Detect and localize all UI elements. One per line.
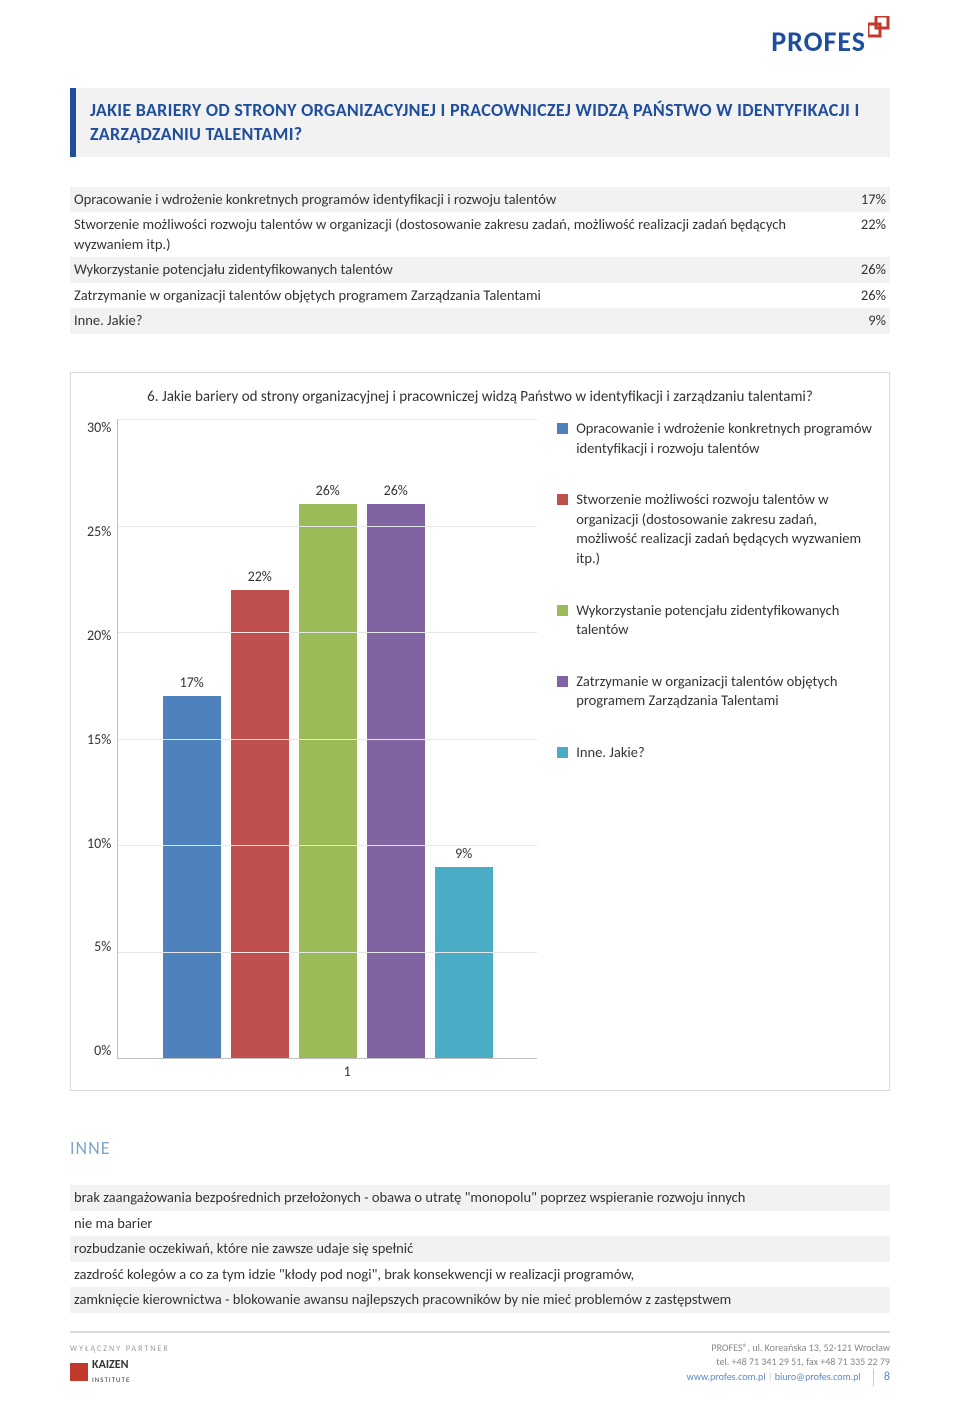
bar-label: 17% [180,674,204,691]
table-cell-label: Wykorzystanie potencjału zidentyfikowany… [70,257,830,283]
section-heading: JAKIE BARIERY OD STRONY ORGANIZACYJNEJ I… [70,88,890,157]
chart-title: 6. Jakie bariery od strony organizacyjne… [127,387,833,407]
bar-label: 26% [384,482,408,499]
legend-swatch [557,747,568,758]
table-row: nie ma barier [70,1211,890,1237]
legend-label: Inne. Jakie? [576,743,644,763]
table-row: rozbudzanie oczekiwań, które nie zawsze … [70,1236,890,1262]
table-cell-value: 9% [830,308,890,334]
table-cell: brak zaangażowania bezpośrednich przełoż… [70,1185,890,1211]
kaizen-sub: INSTITUTE [92,1375,130,1384]
heading-text: JAKIE BARIERY OD STRONY ORGANIZACYJNEJ I… [90,98,876,147]
bar: 17% [163,696,221,1058]
y-tick: 25% [87,523,111,540]
table-row: zamknięcie kierownictwa - blokowanie awa… [70,1287,890,1313]
legend-label: Zatrzymanie w organizacji talentów objęt… [576,672,873,711]
gridline [118,419,537,420]
page-number: 8 [873,1369,890,1386]
y-tick: 20% [87,627,111,644]
footer-address-2: tel. +48 71 341 29 51, fax +48 71 335 22… [687,1355,890,1369]
bar-chart: 6. Jakie bariery od strony organizacyjne… [70,372,890,1091]
table-cell-value: 26% [830,257,890,283]
table-cell-value: 17% [830,187,890,213]
table-cell: zazdrość kolegów a co za tym idzie "kłod… [70,1262,890,1288]
gridline [118,952,537,953]
bar: 26% [299,504,357,1058]
kaizen-mark [70,1363,88,1381]
table-cell-label: Inne. Jakie? [70,308,830,334]
table-row: brak zaangażowania bezpośrednich przełoż… [70,1185,890,1211]
inne-heading: INNE [70,1137,890,1159]
brand-logo: PROFES [771,24,890,59]
table-cell: nie ma barier [70,1211,890,1237]
page-footer: WYŁĄCZNY PARTNER KAIZEN INSTITUTE PROFES… [70,1331,890,1386]
partner-label: WYŁĄCZNY PARTNER [70,1344,170,1354]
bar-label: 9% [455,845,472,862]
footer-link-web[interactable]: www.profes.com.pl [687,1370,766,1383]
legend-label: Stworzenie możliwości rozwoju talentów w… [576,490,873,568]
legend-swatch [557,605,568,616]
legend-item: Opracowanie i wdrożenie konkretnych prog… [557,419,873,458]
summary-table: Opracowanie i wdrożenie konkretnych prog… [70,187,890,334]
gridline [118,845,537,846]
table-row: Stworzenie możliwości rozwoju talentów w… [70,212,890,257]
x-category: 1 [157,1063,537,1080]
y-tick: 5% [87,938,111,955]
legend-swatch [557,423,568,434]
legend-item: Inne. Jakie? [557,743,873,763]
legend-item: Wykorzystanie potencjału zidentyfikowany… [557,601,873,640]
legend-item: Stworzenie możliwości rozwoju talentów w… [557,490,873,568]
brand-text: PROFES [771,24,866,59]
bar: 22% [231,590,289,1059]
table-cell-value: 26% [830,283,890,309]
bar-label: 22% [248,568,272,585]
legend-item: Zatrzymanie w organizacji talentów objęt… [557,672,873,711]
kaizen-logo: KAIZEN INSTITUTE [70,1358,170,1386]
y-tick: 15% [87,731,111,748]
table-cell-label: Stworzenie możliwości rozwoju talentów w… [70,212,830,257]
y-tick: 10% [87,835,111,852]
table-row: Wykorzystanie potencjału zidentyfikowany… [70,257,890,283]
kaizen-text: KAIZEN [92,1358,129,1372]
table-cell: zamknięcie kierownictwa - blokowanie awa… [70,1287,890,1313]
legend-swatch [557,494,568,505]
legend-swatch [557,676,568,687]
plot-area: 17%22%26%26%9% [117,419,537,1059]
table-cell-value: 22% [830,212,890,257]
table-row: Inne. Jakie?9% [70,308,890,334]
bar: 26% [367,504,425,1058]
y-tick: 0% [87,1042,111,1059]
legend-label: Wykorzystanie potencjału zidentyfikowany… [576,601,873,640]
brand-mark [868,16,890,42]
y-axis: 30% 25% 20% 15% 10% 5% 0% [87,419,117,1059]
bar-label: 26% [316,482,340,499]
inne-table: brak zaangażowania bezpośrednich przełoż… [70,1185,890,1313]
footer-address-1: PROFES®, ul. Koreańska 13, 52-121 Wrocła… [687,1341,890,1355]
y-tick: 30% [87,419,111,436]
table-cell-label: Opracowanie i wdrożenie konkretnych prog… [70,187,830,213]
table-cell: rozbudzanie oczekiwań, które nie zawsze … [70,1236,890,1262]
table-row: zazdrość kolegów a co za tym idzie "kłod… [70,1262,890,1288]
table-row: Zatrzymanie w organizacji talentów objęt… [70,283,890,309]
table-row: Opracowanie i wdrożenie konkretnych prog… [70,187,890,213]
gridline [118,526,537,527]
footer-link-email[interactable]: biuro@profes.com.pl [775,1370,861,1383]
chart-legend: Opracowanie i wdrożenie konkretnych prog… [557,419,873,1080]
gridline [118,632,537,633]
table-cell-label: Zatrzymanie w organizacji talentów objęt… [70,283,830,309]
legend-label: Opracowanie i wdrożenie konkretnych prog… [576,419,873,458]
gridline [118,739,537,740]
bar: 9% [435,867,493,1059]
